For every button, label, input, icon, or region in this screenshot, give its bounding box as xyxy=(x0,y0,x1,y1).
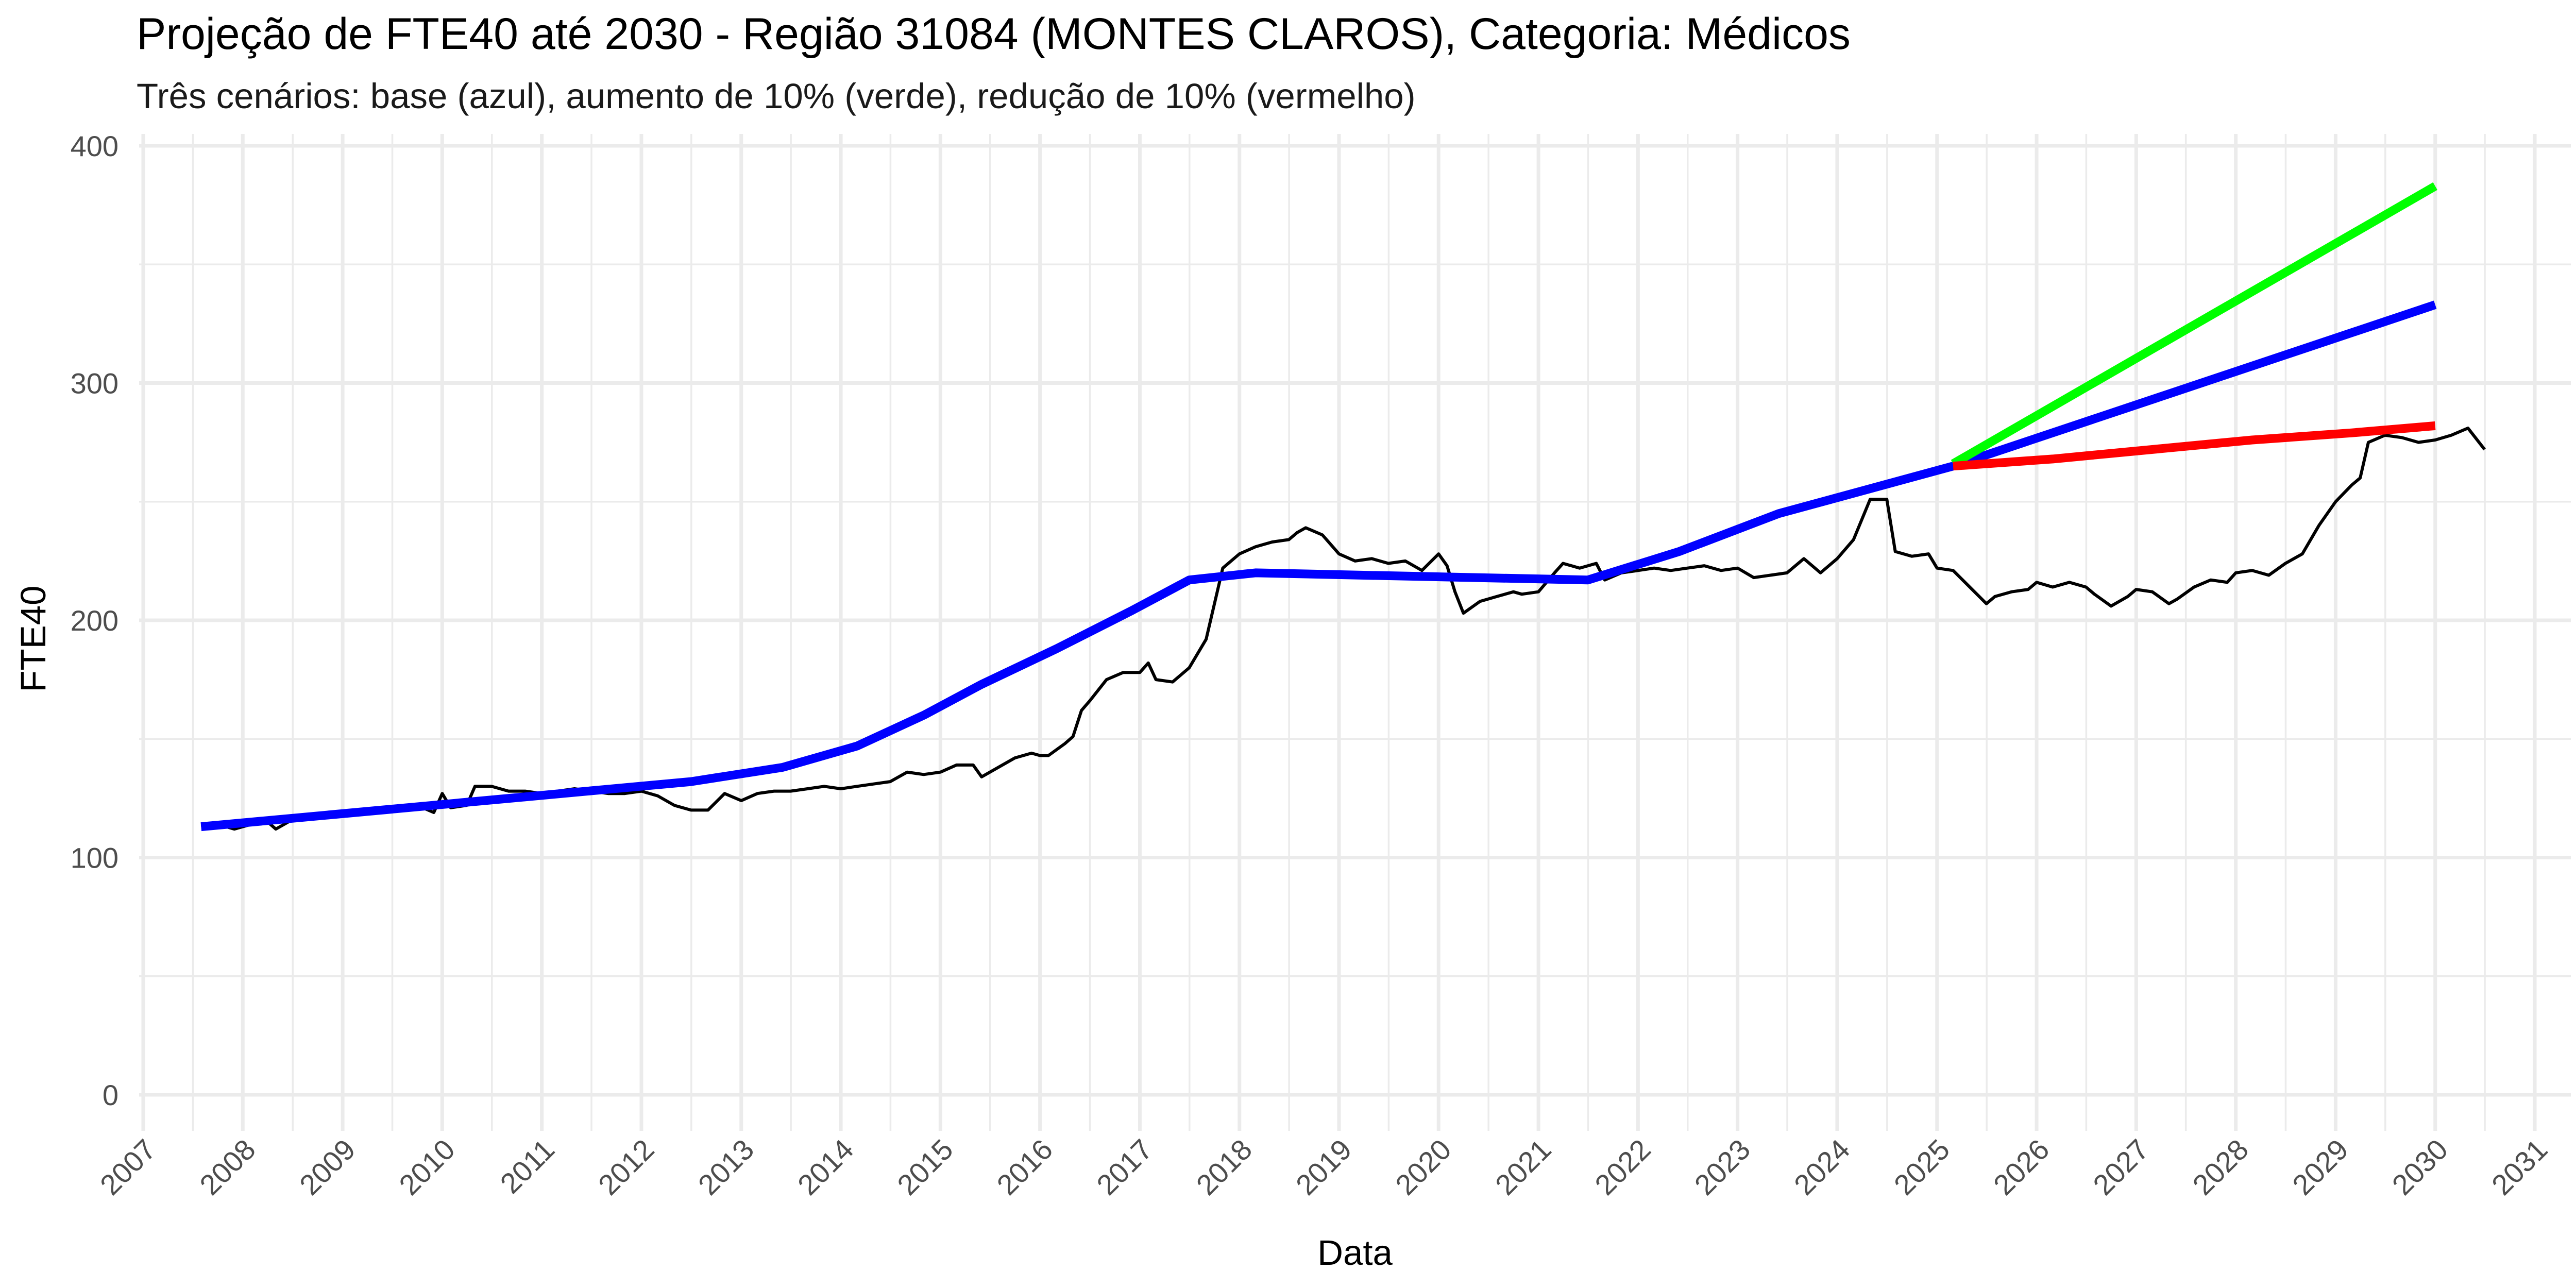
x-axis-title: Data xyxy=(1317,1233,1393,1273)
chart-subtitle: Três cenários: base (azul), aumento de 1… xyxy=(137,76,1416,116)
y-tick-label: 0 xyxy=(103,1079,118,1111)
y-tick-label: 300 xyxy=(71,367,118,400)
grid xyxy=(139,134,2571,1131)
series-line-1 xyxy=(200,300,2437,832)
y-tick-label: 200 xyxy=(71,604,118,637)
y-axis-title: FTE40 xyxy=(13,585,53,692)
series-group xyxy=(200,182,2486,832)
chart-title: Projeção de FTE40 até 2030 - Região 3108… xyxy=(137,9,1851,59)
y-tick-label: 400 xyxy=(71,130,118,162)
series-line-3 xyxy=(1953,421,2436,471)
y-axis-ticks: 0 100 200 300 400 xyxy=(71,130,118,1111)
y-tick-label: 100 xyxy=(71,842,118,874)
series-line-2 xyxy=(1951,182,2437,468)
